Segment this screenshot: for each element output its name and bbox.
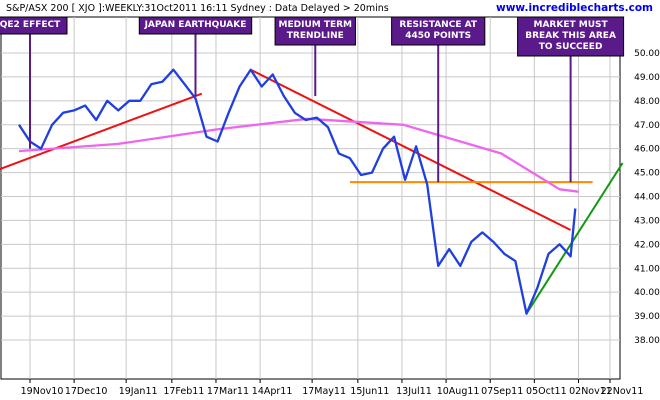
annotation-label: RESISTANCE AT (399, 20, 477, 30)
annotation-box (391, 16, 486, 46)
x-tick-label: 17May11 (302, 386, 346, 397)
chart-header-title: S&P/ASX 200 [ XJO ]:WEEKLY:31Oct2011 16:… (6, 3, 389, 14)
annotation-label: JAPAN EARTHQUAKE (144, 20, 247, 30)
price-line (18, 68, 577, 315)
x-tick-label: 15Jun11 (350, 386, 389, 397)
y-tick-label: 44.00 (634, 193, 660, 203)
y-tick-label: 50.00 (634, 49, 660, 59)
annotation-label: TO SUCCEED (539, 42, 603, 52)
series (18, 68, 579, 315)
x-tick-label: 19Nov10 (21, 386, 64, 397)
y-tick-label: 41.00 (634, 264, 660, 274)
y-tick-label: 42.00 (634, 240, 660, 250)
trendlines (0, 68, 624, 315)
annotation-box (274, 16, 356, 46)
x-tick-label: 14Apr11 (252, 386, 293, 397)
annotation-label: MEDIUM TERM (279, 20, 353, 30)
annotation-label: TRENDLINE (287, 31, 344, 41)
y-tick-label: 38.00 (634, 336, 660, 346)
x-tick-label: 13Jul11 (396, 386, 432, 397)
x-tick-label: 17Mar11 (207, 386, 249, 397)
y-tick-label: 47.00 (634, 121, 660, 131)
y-tick-label: 39.00 (634, 312, 660, 322)
y-tick-label: 45.00 (634, 169, 660, 179)
annotations: QE2 EFFECT JAPAN EARTHQUAKE MEDIUM TERMTRE… (0, 16, 625, 183)
annotation-box (138, 16, 253, 35)
x-axis: 19Nov10 17Dec10 19Jan11 17Feb11 17Mar11 14Apr… (21, 379, 644, 397)
annotation-box (517, 16, 625, 57)
site-link[interactable]: www.incrediblecharts.com (496, 2, 653, 14)
x-tick-label: 07Sep11 (481, 386, 523, 397)
moving-average-line (18, 117, 579, 193)
y-tick-label: 46.00 (634, 145, 660, 155)
y-tick-label: 49.00 (634, 73, 660, 83)
x-tick-label: 22Nov11 (601, 386, 644, 397)
annotation-label: BREAK THIS AREA (525, 31, 616, 41)
x-tick-label: 10Aug11 (437, 386, 480, 397)
plot-frame (0, 16, 621, 380)
x-tick-label: 05Oct11 (526, 386, 567, 397)
x-tick-label: 19Jan11 (119, 386, 158, 397)
y-tick-label: 40.00 (634, 288, 660, 298)
annotation-label: QE2 EFFECT (0, 20, 61, 30)
medium-term-trendline-line (250, 68, 572, 231)
y-tick-label: 43.00 (634, 216, 660, 226)
qe2-trend-line (0, 92, 203, 171)
annotation-label: 4450 POINTS (405, 31, 471, 41)
grid (1, 17, 620, 379)
x-tick-label: 02Nov11 (569, 386, 612, 397)
x-tick-label: 17Feb11 (163, 386, 204, 397)
y-axis: 38.00 39.00 40.00 41.00 42.00 43.00 44.00 45.00… (634, 49, 660, 346)
annotation-label: MARKET MUST (534, 20, 609, 30)
annotation-box (0, 16, 68, 35)
y-tick-label: 48.00 (634, 97, 660, 107)
x-tick-label: 17Dec10 (65, 386, 108, 397)
support-trend-line (525, 162, 624, 315)
